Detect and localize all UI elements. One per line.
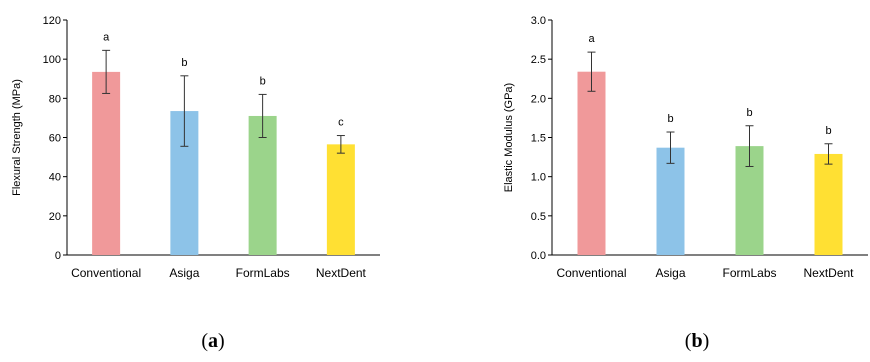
bar-conventional — [577, 71, 606, 255]
y-tick-label: 1.5 — [531, 133, 546, 145]
y-tick-label: 2.0 — [531, 93, 546, 105]
bar-formlabs — [248, 115, 277, 255]
bar-nextdent — [326, 144, 355, 255]
y-tick-label: 1.0 — [531, 172, 546, 184]
y-tick-label: 3.0 — [531, 15, 546, 27]
y-tick-label: 80 — [49, 93, 61, 105]
y-tick-label: 40 — [49, 172, 61, 184]
panel-b-label: (b) — [684, 330, 710, 352]
bar-conventional — [92, 71, 121, 255]
y-tick-label: 0 — [55, 250, 61, 262]
x-tick-label: Conventional — [71, 266, 141, 280]
chart-panel-a: 0 20 40 60 80 100 120 Flexural Strength (MPa) a C… — [11, 15, 380, 280]
significance-label: b — [667, 113, 673, 125]
chart-panel-b: 0.0 0.5 1.0 1.5 2.0 2.5 3.0 Elastic Modulus (GP… — [503, 15, 868, 280]
y-tick-label: 0.0 — [531, 250, 546, 262]
y-tick-label: 120 — [43, 15, 61, 27]
x-tick-label: Asiga — [169, 266, 199, 280]
significance-label: a — [588, 33, 595, 45]
panel-b-letter: b — [691, 330, 703, 352]
x-tick-label: NextDent — [803, 266, 854, 280]
significance-label: b — [746, 107, 752, 119]
bar-nextdent — [814, 153, 843, 255]
y-tick-label: 20 — [49, 211, 61, 223]
significance-label: a — [103, 31, 110, 43]
y-tick-label: 60 — [49, 133, 61, 145]
y-tick-label: 0.5 — [531, 211, 546, 223]
significance-label: b — [260, 75, 266, 87]
x-tick-label: FormLabs — [236, 266, 290, 280]
y-tick-label: 100 — [43, 54, 61, 66]
x-tick-label: Conventional — [556, 266, 626, 280]
y-tick-label: 2.5 — [531, 54, 546, 66]
panel-a-label: (a) — [201, 330, 225, 352]
y-axis-label: Elastic Modulus (GPa) — [503, 83, 515, 192]
significance-label: c — [338, 117, 344, 129]
x-tick-label: FormLabs — [722, 266, 776, 280]
panel-a-letter: a — [208, 330, 218, 352]
x-tick-label: NextDent — [316, 266, 367, 280]
y-axis-label: Flexural Strength (MPa) — [11, 79, 23, 196]
x-tick-label: Asiga — [655, 266, 685, 280]
significance-label: b — [181, 57, 187, 69]
significance-label: b — [825, 125, 831, 137]
bar-asiga — [656, 147, 685, 255]
